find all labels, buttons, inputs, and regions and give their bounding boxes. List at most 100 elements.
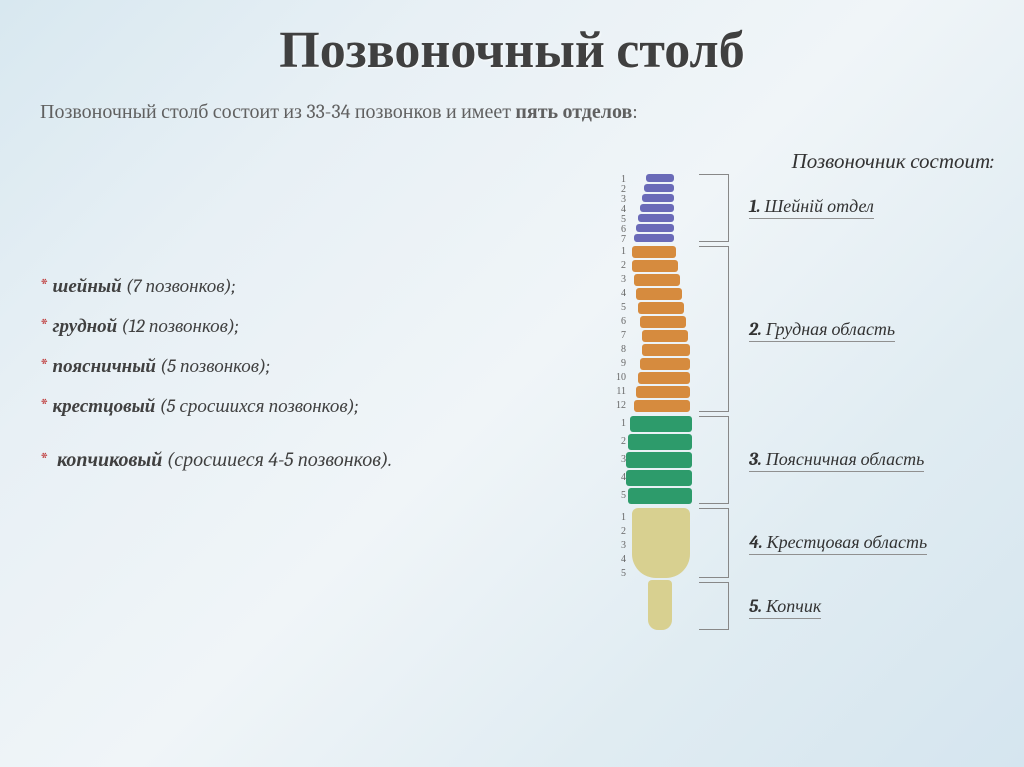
vertebra-number: 3 [614,454,626,465]
vertebra-number: 12 [614,400,626,411]
list-item: *поясничный (5 позвонков); [40,354,574,378]
lumbar-segment [628,488,692,504]
label-num: 5. [749,596,762,617]
diagram-area: Позвоночник состоит: 1 2 3 4 5 6 7 [574,144,1004,724]
thoracic-segment [634,274,680,286]
vertebra-number: 3 [614,274,626,285]
region-label: 3. Поясничная область [749,449,924,472]
lumbar-segment [626,470,692,486]
bracket-cervical [699,174,729,242]
thoracic-segment [636,386,690,398]
section-name: поясничный [53,355,156,377]
subtitle-bold: пять отделов [515,100,632,123]
section-detail: (7 позвонков); [122,275,236,297]
list-item: *шейный (7 позвонков); [40,274,574,298]
cervical-segment [634,234,674,242]
thoracic-segment [640,358,690,370]
page-title: Позвоночный столб [0,0,1024,80]
cervical-segment [638,214,674,222]
vertebra-number: 7 [614,234,626,245]
section-detail: (сросшиеся 4-5 позвонков). [162,448,392,471]
label-text: Крестцовая область [767,532,928,553]
vertebra-number: 6 [614,316,626,327]
bullet-star-icon: * [40,274,49,297]
section-name: крестцовый [53,395,156,417]
cervical-segment [646,174,674,182]
cervical-segment [636,224,674,232]
vertebra-number: 4 [614,472,626,483]
vertebra-number: 7 [614,330,626,341]
label-num: 2. [749,319,762,340]
lumbar-segment [630,416,692,432]
subtitle: Позвоночный столб состоит из 33-34 позво… [0,80,1024,134]
bullet-star-icon: * [40,448,49,471]
label-text: Шейній отдел [764,196,873,217]
section-name: грудной [53,315,118,337]
thoracic-segment [642,330,688,342]
label-text: Грудная область [766,319,895,340]
region-label: 2. Грудная область [749,319,895,342]
subtitle-prefix: Позвоночный столб состоит из 33-34 позво… [40,100,515,123]
vertebra-number: 1 [614,418,626,429]
vertebra-number: 11 [614,386,626,397]
vertebra-number: 1 [614,246,626,257]
list-item: * копчиковый (сросшиеся 4-5 позвонков). [40,448,574,472]
bullet-list: *шейный (7 позвонков); *грудной (12 позв… [40,274,574,472]
thoracic-segment [634,400,690,412]
region-label: 4. Крестцовая область [749,532,927,555]
vertebra-number: 3 [614,540,626,551]
section-detail: (12 позвонков); [117,315,239,337]
label-num: 1. [749,196,761,217]
vertebra-number: 2 [614,260,626,271]
region-label: 5. Копчик [749,596,821,619]
cervical-segment [642,194,674,202]
section-detail: (5 сросшихся позвонков); [155,395,358,417]
bullet-list-area: *шейный (7 позвонков); *грудной (12 позв… [40,144,574,724]
label-num: 3. [749,449,762,470]
vertebra-number: 5 [614,490,626,501]
vertebra-number: 1 [614,512,626,523]
label-num: 4. [749,532,763,553]
thoracic-segment [632,246,676,258]
bracket-lumbar [699,416,729,504]
region-label: 1. Шейній отдел [749,196,874,219]
bracket-coccyx [699,582,729,630]
thoracic-segment [638,302,684,314]
diagram-title: Позвоночник состоит: [792,149,994,174]
section-name: копчиковый [57,448,162,471]
list-item: *крестцовый (5 сросшихся позвонков); [40,394,574,418]
thoracic-segment [632,260,678,272]
sacral-segment [632,508,690,578]
label-text: Копчик [766,596,821,617]
bullet-star-icon: * [40,394,49,417]
vertebra-number: 2 [614,526,626,537]
subtitle-suffix: : [632,100,637,123]
vertebra-number: 4 [614,554,626,565]
lumbar-segment [626,452,692,468]
vertebra-number: 5 [614,302,626,313]
spine-illustration: 1 2 3 4 5 6 7 1 2 3 4 5 6 7 [584,164,714,714]
label-text: Поясничная область [766,449,925,470]
vertebra-number: 5 [614,568,626,579]
coccyx-segment [648,580,672,630]
lumbar-segment [628,434,692,450]
vertebra-number: 2 [614,436,626,447]
thoracic-segment [640,316,686,328]
thoracic-segment [636,288,682,300]
thoracic-segment [638,372,690,384]
bracket-thoracic [699,246,729,412]
vertebra-number: 10 [614,372,626,383]
vertebra-number: 9 [614,358,626,369]
bracket-sacral [699,508,729,578]
vertebra-number: 4 [614,288,626,299]
section-name: шейный [53,275,122,297]
vertebra-number: 8 [614,344,626,355]
cervical-segment [640,204,674,212]
section-detail: (5 позвонков); [156,355,270,377]
cervical-segment [644,184,674,192]
thoracic-segment [642,344,690,356]
list-item: *грудной (12 позвонков); [40,314,574,338]
content-area: *шейный (7 позвонков); *грудной (12 позв… [0,134,1024,724]
bullet-star-icon: * [40,354,49,377]
bullet-star-icon: * [40,314,49,337]
